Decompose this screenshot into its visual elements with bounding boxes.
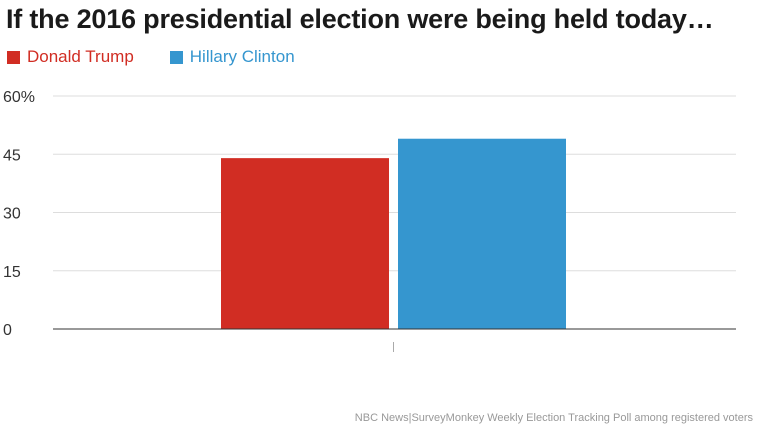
legend-swatch-trump	[7, 50, 20, 64]
y-tick-label: 30	[3, 206, 21, 223]
chart-legend: Donald Trump Hillary Clinton	[7, 47, 331, 67]
legend-swatch-clinton	[169, 50, 183, 64]
source-note: NBC News|SurveyMonkey Weekly Election Tr…	[354, 412, 753, 424]
y-tick-label: 0	[3, 322, 12, 339]
bar	[221, 158, 389, 329]
y-tick-label: 15	[3, 264, 21, 281]
legend-label-trump: Donald Trump	[27, 47, 134, 66]
bar	[398, 138, 566, 329]
legend-item-clinton: Hillary Clinton	[169, 47, 295, 67]
legend-item-trump: Donald Trump	[7, 47, 134, 67]
y-tick-label: 60%	[3, 89, 35, 106]
chart-title: If the 2016 presidential election were b…	[6, 4, 714, 34]
legend-label-clinton: Hillary Clinton	[189, 47, 295, 66]
y-tick-label: 45	[3, 147, 21, 164]
